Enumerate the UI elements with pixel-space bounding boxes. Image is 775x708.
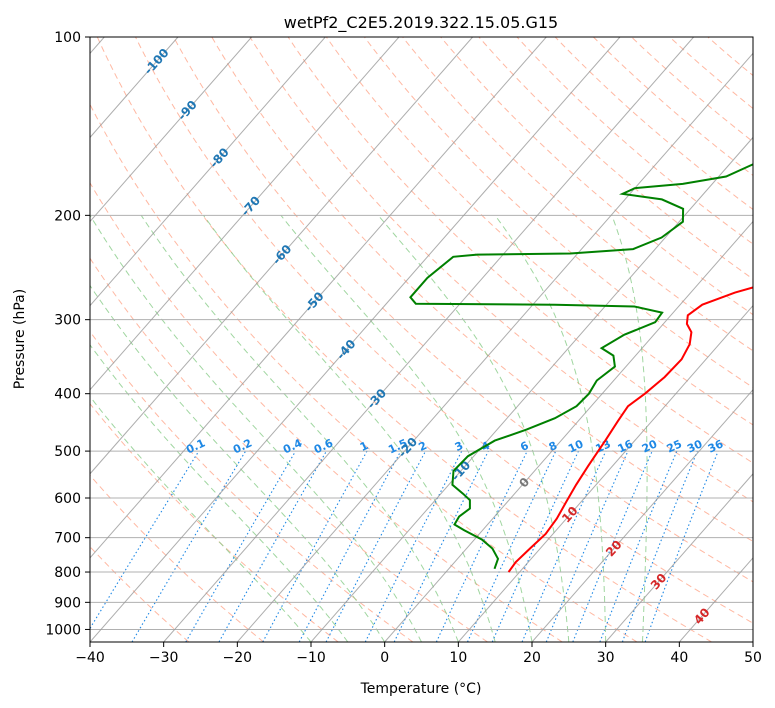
isotherm-line: [236, 52, 753, 642]
x-tick-label: 40: [670, 650, 688, 666]
x-tick-label: 20: [523, 650, 541, 666]
mixing-ratio-line: [599, 450, 678, 642]
x-axis-label: Temperature (°C): [360, 681, 482, 697]
x-tick-label: 50: [744, 650, 762, 666]
x-tick-label: 10: [449, 650, 467, 666]
x-tick-label: −10: [296, 650, 326, 666]
y-tick-label: 300: [54, 313, 81, 329]
dry-adiabat: [90, 257, 488, 642]
plot-area: 0.1 0.2 0.4 0.6 1 1.5 2 3 4 6 8 10 13 16 20 25 30 36 -100…: [90, 37, 753, 642]
isotherm-line: [90, 37, 474, 475]
dry-adiabat: [631, 37, 753, 143]
dry-adiabat: [440, 37, 753, 316]
dry-adiabat: [593, 37, 753, 177]
isotherm-line: [90, 37, 547, 559]
mixing-ratio-label: 36: [706, 437, 726, 455]
y-tick-label: 800: [54, 565, 81, 581]
dry-adiabat: [135, 37, 753, 624]
y-axis-ticks: 100 200 300 400 500 600 700 800 900 1000: [45, 30, 90, 638]
moist-adiabat: [140, 215, 459, 642]
isotherm-line: [90, 37, 326, 307]
x-tick-label: 30: [597, 650, 615, 666]
dry-adiabat: [173, 37, 753, 583]
mixing-ratio-line: [545, 450, 629, 642]
moist-adiabat: [90, 395, 312, 642]
dewpoint-line: [409, 163, 753, 570]
moist-adiabat: [90, 284, 386, 642]
mixing-ratio-line: [90, 450, 200, 630]
mixing-ratio-label: 20: [640, 437, 660, 455]
dry-adiabat: [90, 330, 414, 642]
isotherm-line: [457, 304, 753, 642]
mixing-ratio-line: [572, 450, 653, 642]
mixing-ratio-line: [644, 450, 719, 642]
dry-adiabat: [211, 37, 753, 543]
mixing-ratio-line: [521, 450, 607, 642]
mixing-ratio-line: [364, 450, 463, 642]
isotherm-line: [90, 37, 621, 642]
dry-adiabat: [96, 37, 712, 642]
mixing-ratio-lines: [90, 450, 719, 642]
dry-adiabat: [325, 37, 753, 426]
chart-title: wetPf2_C2E5.2019.322.15.05.G15: [284, 13, 558, 33]
x-tick-label: −40: [75, 650, 105, 666]
mixing-ratio-line: [262, 450, 368, 642]
moist-adiabat: [203, 215, 496, 642]
isotherm-line: [163, 37, 695, 642]
x-axis-ticks: −40 −30 −20 −10 0 10 20 30 40 50: [75, 642, 762, 666]
dry-adiabat: [249, 37, 753, 503]
moist-adiabat: [494, 215, 607, 642]
x-tick-label: −30: [149, 650, 179, 666]
isotherm-line: [384, 220, 753, 642]
isotherm-line: [605, 473, 753, 642]
moist-adiabats: [90, 214, 648, 642]
dry-adiabat: [90, 103, 638, 642]
temperature-line: [507, 286, 753, 573]
x-tick-label: −20: [223, 650, 253, 666]
moist-adiabat: [90, 344, 349, 642]
y-tick-label: 600: [54, 491, 81, 507]
moist-adiabat: [90, 215, 422, 642]
mixing-ratio-label: 25: [665, 437, 684, 455]
isobar-gridlines: [90, 37, 753, 630]
isotherm-line: [90, 37, 253, 223]
mixing-ratio-line: [298, 450, 402, 642]
y-tick-label: 1000: [45, 622, 81, 638]
dry-adiabat: [478, 37, 753, 280]
plot-frame: [89, 36, 754, 643]
isotherm-line: [90, 37, 400, 391]
x-tick-label: 0: [380, 650, 389, 666]
dry-adiabat: [90, 181, 563, 642]
mixing-ratio-label: 30: [685, 437, 705, 455]
y-tick-label: 100: [54, 30, 81, 46]
y-tick-label: 900: [54, 595, 81, 611]
moist-adiabat: [280, 214, 533, 642]
isotherm-line: [531, 388, 753, 642]
y-tick-label: 200: [54, 208, 81, 224]
mixing-ratio-line: [218, 450, 327, 642]
isotherm-lines: [90, 37, 753, 642]
dry-adiabat: [90, 474, 264, 642]
moist-adiabat: [377, 214, 570, 642]
mixing-ratio-label: 16: [616, 437, 636, 455]
y-tick-label: 400: [54, 387, 81, 403]
y-tick-label: 500: [54, 444, 81, 460]
y-axis-label: Pressure (hPa): [12, 289, 28, 389]
mixing-ratio-line: [621, 450, 698, 642]
mixing-ratio-line: [393, 450, 489, 642]
mixing-ratio-label: 10: [566, 437, 586, 455]
moist-adiabat: [611, 215, 648, 642]
y-tick-label: 700: [54, 531, 81, 547]
dry-adiabat: [364, 37, 753, 389]
